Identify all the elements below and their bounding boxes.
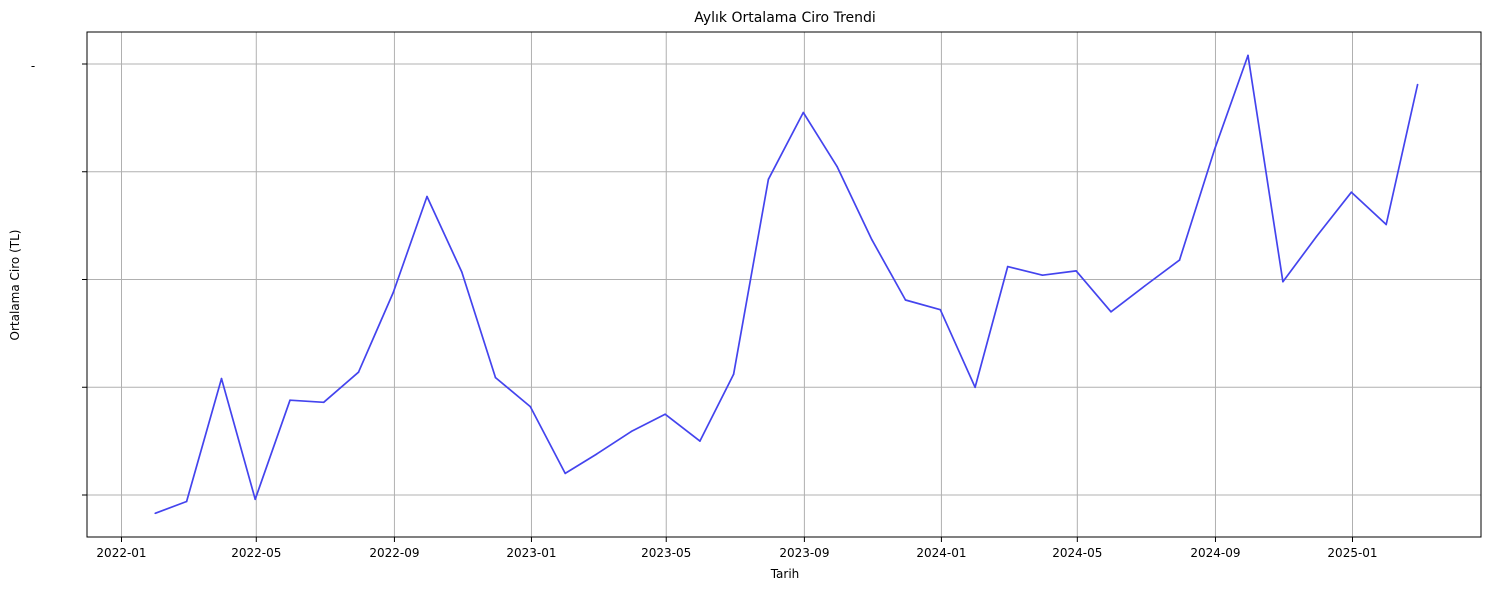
data-point xyxy=(595,453,598,455)
data-point xyxy=(836,165,838,168)
grid-lines xyxy=(87,32,1481,537)
data-point xyxy=(564,472,566,475)
data-point xyxy=(494,376,497,379)
data-point xyxy=(630,430,633,433)
data-point xyxy=(220,377,223,380)
data-point xyxy=(699,440,701,442)
x-tick-label: 2024-01 xyxy=(916,546,966,560)
data-point xyxy=(871,238,873,241)
data-point xyxy=(1041,274,1044,277)
data-point xyxy=(289,399,291,402)
x-tick-label: 2023-01 xyxy=(506,546,556,560)
data-point xyxy=(529,405,532,408)
data-point xyxy=(1282,280,1284,283)
data-point xyxy=(1416,83,1419,86)
data-point xyxy=(974,386,976,389)
data-point xyxy=(1350,191,1353,193)
data-point xyxy=(1143,285,1146,287)
data-point xyxy=(426,195,428,198)
data-point xyxy=(802,111,805,114)
data-point xyxy=(732,373,735,376)
data-point xyxy=(767,178,770,181)
x-tick-label: 2023-09 xyxy=(779,546,829,560)
data-point xyxy=(1213,149,1216,151)
data-point xyxy=(1110,311,1112,313)
data-point xyxy=(392,291,395,294)
data-point xyxy=(904,299,907,301)
x-tick-label: 2024-09 xyxy=(1190,546,1240,560)
data-point xyxy=(185,500,188,503)
x-tick-label: 2022-09 xyxy=(369,546,419,560)
data-point xyxy=(357,371,360,374)
data-point xyxy=(1075,270,1077,272)
x-tick-label: 2022-05 xyxy=(231,546,281,560)
data-point xyxy=(1385,223,1387,226)
data-point xyxy=(1247,54,1249,57)
data-point xyxy=(1006,265,1009,268)
series-line xyxy=(154,54,1419,515)
y-axis-title: Ortalama Ciro (TL) xyxy=(8,230,22,341)
data-point xyxy=(664,413,666,416)
x-axis-title: Tarih xyxy=(770,567,800,581)
data-point xyxy=(939,308,942,311)
y-axis-ticks: - xyxy=(31,59,87,496)
series-layer xyxy=(154,54,1419,515)
x-tick-label: 2023-05 xyxy=(641,546,691,560)
chart-title: Aylık Ortalama Ciro Trendi xyxy=(694,10,876,26)
x-tick-label: 2022-01 xyxy=(96,546,146,560)
data-point xyxy=(1315,235,1318,238)
y-tick-label: - xyxy=(31,59,35,73)
plot-frame xyxy=(86,31,1482,538)
x-tick-label: 2024-05 xyxy=(1052,546,1102,560)
data-point xyxy=(254,498,256,501)
data-point xyxy=(461,271,463,273)
data-point xyxy=(322,401,325,404)
data-point xyxy=(1178,259,1181,261)
x-axis-ticks: 2022-01 2022-05 2022-09 2023-01 2023-05 2023-… xyxy=(96,537,1378,560)
data-point xyxy=(154,512,156,515)
x-tick-label: 2025-01 xyxy=(1327,546,1377,560)
